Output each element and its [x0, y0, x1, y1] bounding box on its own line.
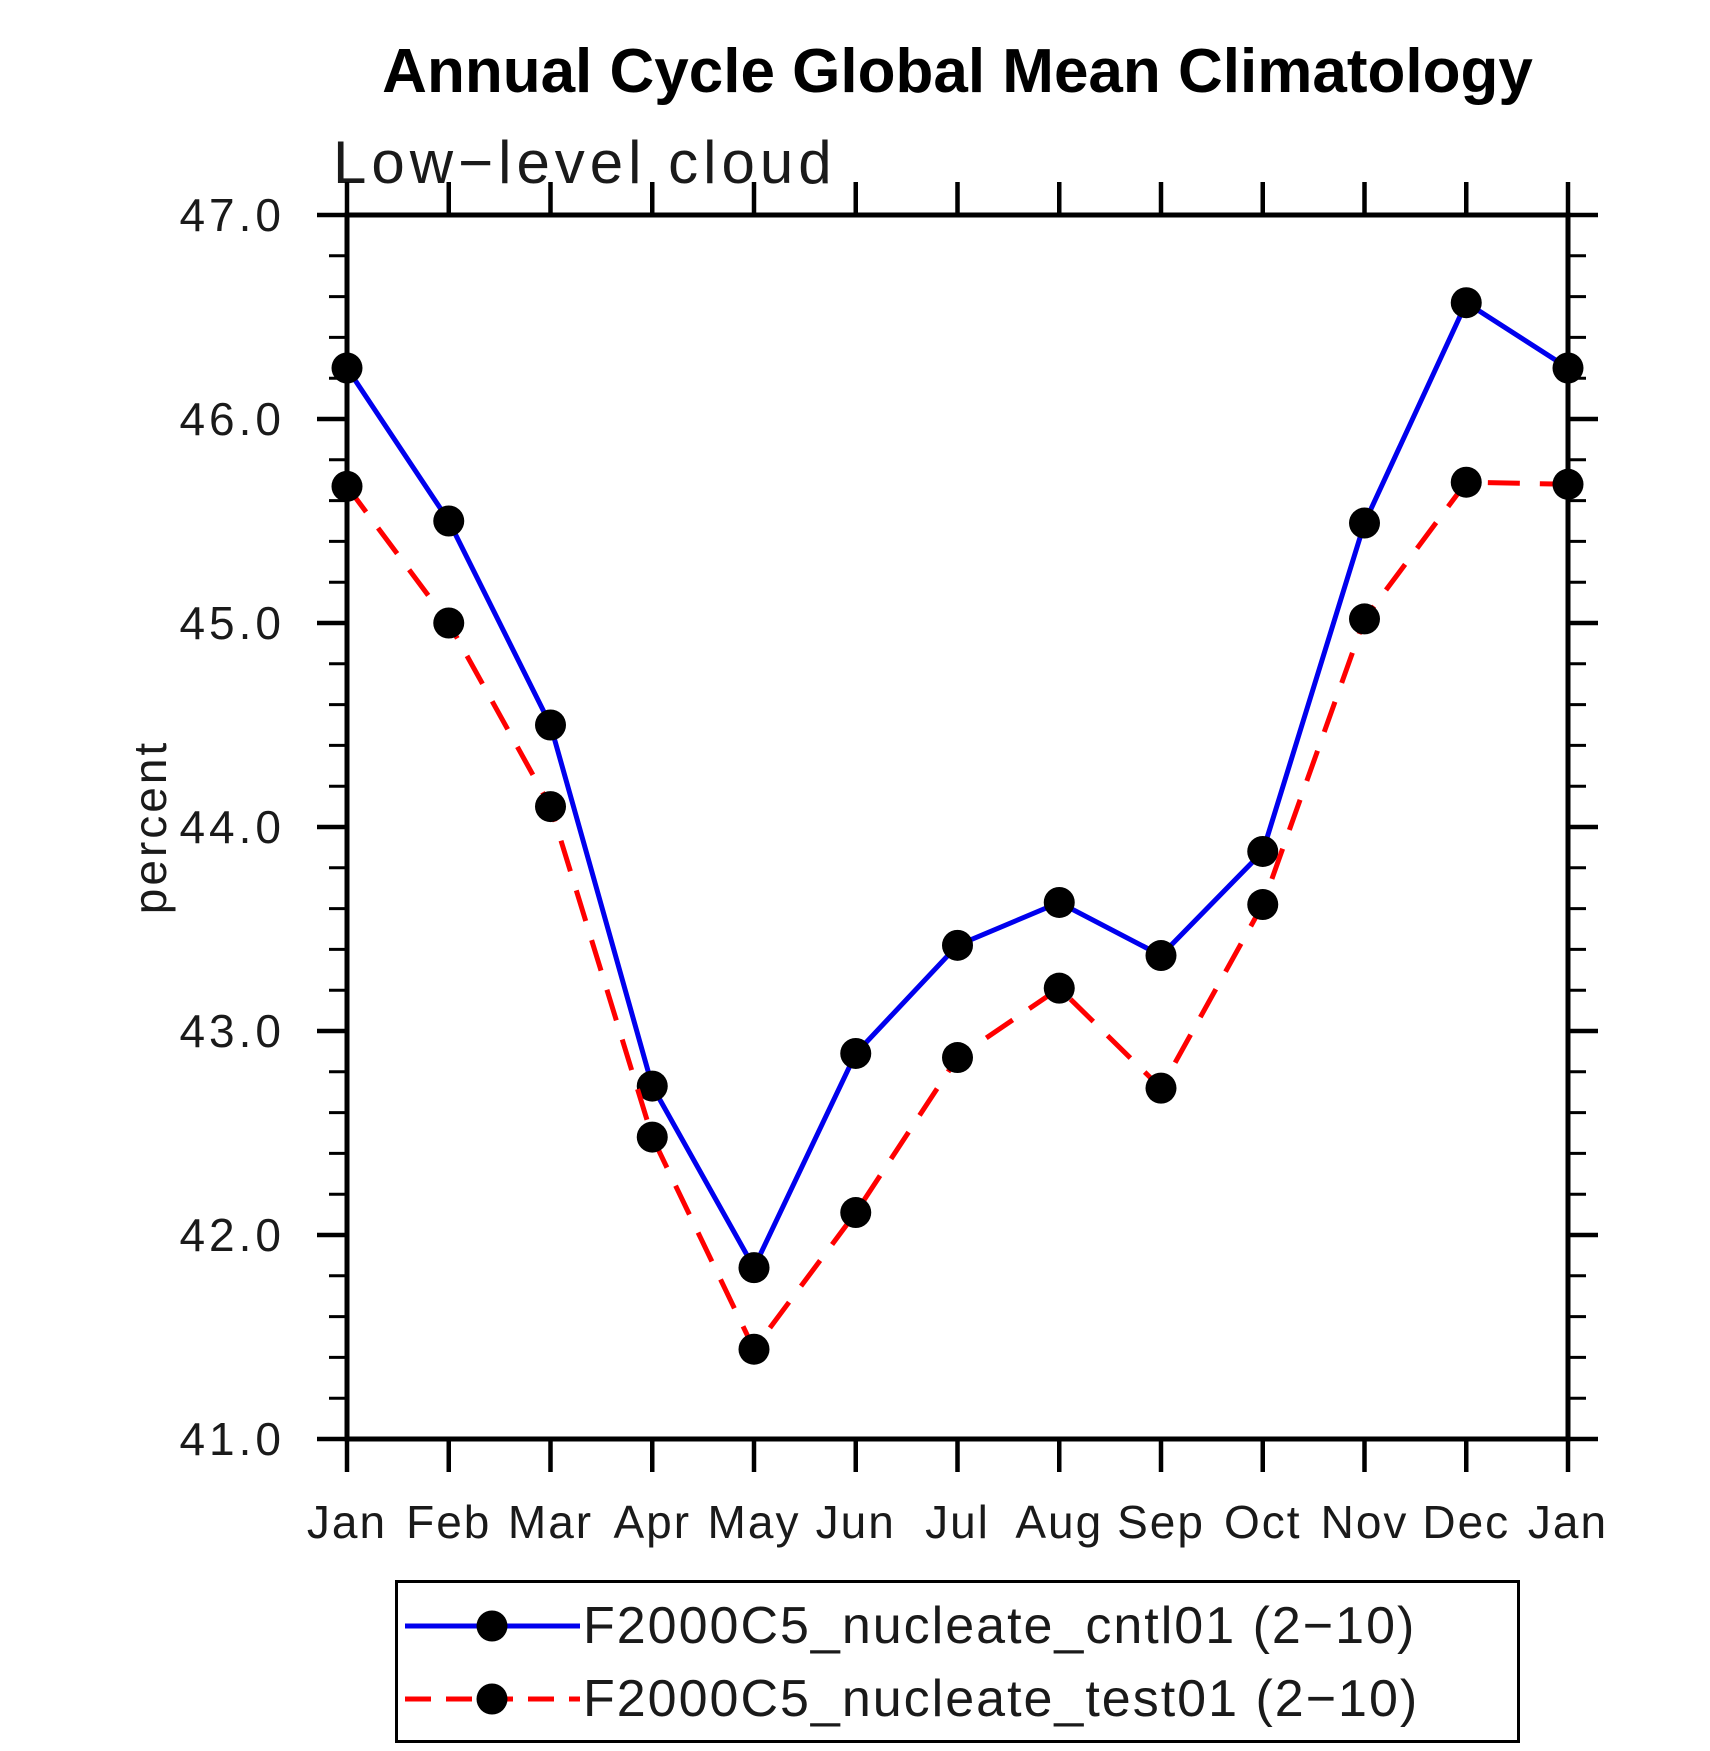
data-point-marker — [433, 505, 465, 537]
data-point-marker — [636, 1070, 668, 1102]
data-point-marker — [738, 1333, 770, 1365]
series-line-1 — [344, 479, 1569, 1355]
legend-line-sample-test01 — [405, 1683, 580, 1715]
y-tick-label: 45.0 — [179, 597, 285, 649]
data-point-marker — [1552, 468, 1584, 500]
data-point-marker — [331, 352, 363, 384]
x-tick-label: Aug — [1015, 1496, 1103, 1548]
legend-line-sample-cntl01 — [405, 1610, 580, 1642]
x-tick-label: Mar — [508, 1496, 593, 1548]
y-tick-label: 42.0 — [179, 1209, 285, 1261]
plot-frame — [344, 212, 1571, 1442]
x-tick-label: Dec — [1422, 1496, 1510, 1548]
data-point-marker — [1349, 507, 1380, 539]
x-tick-label: May — [708, 1496, 801, 1548]
series-line-0 — [344, 299, 1570, 1274]
data-point-marker — [535, 709, 566, 741]
data-point-marker — [1450, 466, 1482, 498]
y-tick-label: 43.0 — [179, 1005, 285, 1057]
legend-label-cntl01: F2000C5_nucleate_cntl01 (2−10) — [583, 1597, 1417, 1655]
data-point-marker — [1552, 352, 1584, 384]
y-tick-label: 47.0 — [179, 189, 285, 241]
data-point-marker — [1145, 1072, 1177, 1104]
data-point-marker — [636, 1121, 668, 1153]
chart-title: Annual Cycle Global Mean Climatology — [382, 37, 1533, 106]
data-point-marker — [331, 470, 363, 502]
data-point-marker — [1145, 940, 1177, 972]
y-tick-label: 41.0 — [179, 1413, 285, 1465]
data-point-marker — [840, 1197, 872, 1229]
chart-subtitle: Low−level cloud — [333, 129, 837, 196]
legend-row-test01: F2000C5_nucleate_test01 (2−10) — [405, 1667, 1419, 1731]
data-point-marker — [840, 1037, 872, 1069]
data-point-marker — [1450, 287, 1482, 319]
data-point-marker — [1247, 889, 1279, 921]
legend-row-cntl01: F2000C5_nucleate_cntl01 (2−10) — [405, 1594, 1416, 1658]
y-tick-label: 44.0 — [179, 801, 285, 853]
data-point-marker — [738, 1252, 770, 1284]
data-point-marker — [1349, 603, 1380, 635]
x-tick-label: Sep — [1117, 1496, 1205, 1548]
x-tick-label: Jun — [816, 1496, 896, 1548]
legend-label-test01: F2000C5_nucleate_test01 (2−10) — [583, 1670, 1420, 1728]
x-tick-label: Jan — [307, 1496, 387, 1548]
data-point-marker — [1043, 886, 1075, 918]
x-tick-label: Jan — [1528, 1496, 1608, 1548]
x-tick-label: Oct — [1224, 1496, 1302, 1548]
legend-box: F2000C5_nucleate_cntl01 (2−10) F2000C5_n… — [395, 1580, 1520, 1743]
y-axis-title: percent — [124, 740, 176, 914]
data-point-marker — [1043, 972, 1075, 1004]
x-tick-label: Nov — [1321, 1496, 1409, 1548]
y-tick-label: 46.0 — [179, 393, 285, 445]
x-tick-label: Apr — [613, 1496, 691, 1548]
data-point-marker — [535, 791, 566, 823]
data-point-marker — [433, 607, 465, 639]
data-point-marker — [942, 929, 973, 961]
x-tick-label: Jul — [925, 1496, 990, 1548]
data-point-marker — [942, 1042, 973, 1074]
data-point-marker — [1247, 835, 1279, 867]
x-tick-label: Feb — [406, 1496, 491, 1548]
